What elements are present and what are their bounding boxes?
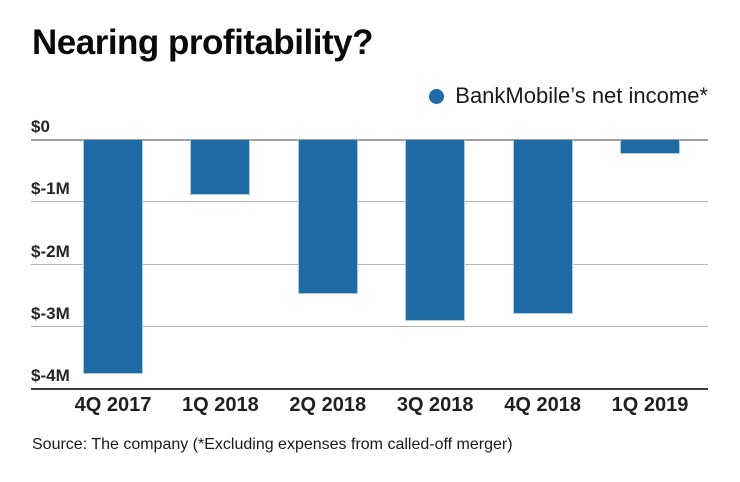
plot-area xyxy=(31,139,708,390)
source-note: Source: The company (*Excluding expenses… xyxy=(32,436,513,453)
bar-4q-2018 xyxy=(512,140,573,315)
x-axis-tick-label: 4Q 2017 xyxy=(74,394,152,416)
legend: BankMobile’s net income* xyxy=(429,82,708,110)
x-axis-tick-label: 3Q 2018 xyxy=(396,394,474,416)
gridline-1m xyxy=(31,201,708,203)
bar-1q-2018 xyxy=(190,140,251,195)
y-axis-tick-label: $0 xyxy=(31,117,50,136)
gridline-0 xyxy=(31,139,708,141)
x-axis-tick-label: 2Q 2018 xyxy=(289,394,367,416)
x-axis-tick-label: 1Q 2019 xyxy=(611,394,689,416)
gridline-2m xyxy=(31,263,708,265)
chart-title: Nearing profitability? xyxy=(32,23,373,62)
bar-4q-2017 xyxy=(83,140,143,375)
y-axis-tick-label: $-3M xyxy=(31,303,70,323)
x-axis-tick-label: 1Q 2018 xyxy=(182,394,259,416)
bar-2q-2018 xyxy=(297,140,358,294)
gridline-4m xyxy=(31,388,708,390)
legend-marker-dot-icon xyxy=(429,88,445,104)
gridline-3m xyxy=(31,325,708,327)
bar-3q-2018 xyxy=(405,140,466,321)
legend-label: BankMobile’s net income* xyxy=(455,83,708,108)
bar-1q-2019 xyxy=(620,140,680,155)
x-axis-tick-label: 4Q 2018 xyxy=(504,394,581,416)
y-axis-tick-label: $-1M xyxy=(31,179,70,199)
y-axis-tick-label: $-4M xyxy=(31,366,70,385)
y-axis-tick-label: $-2M xyxy=(31,241,70,261)
